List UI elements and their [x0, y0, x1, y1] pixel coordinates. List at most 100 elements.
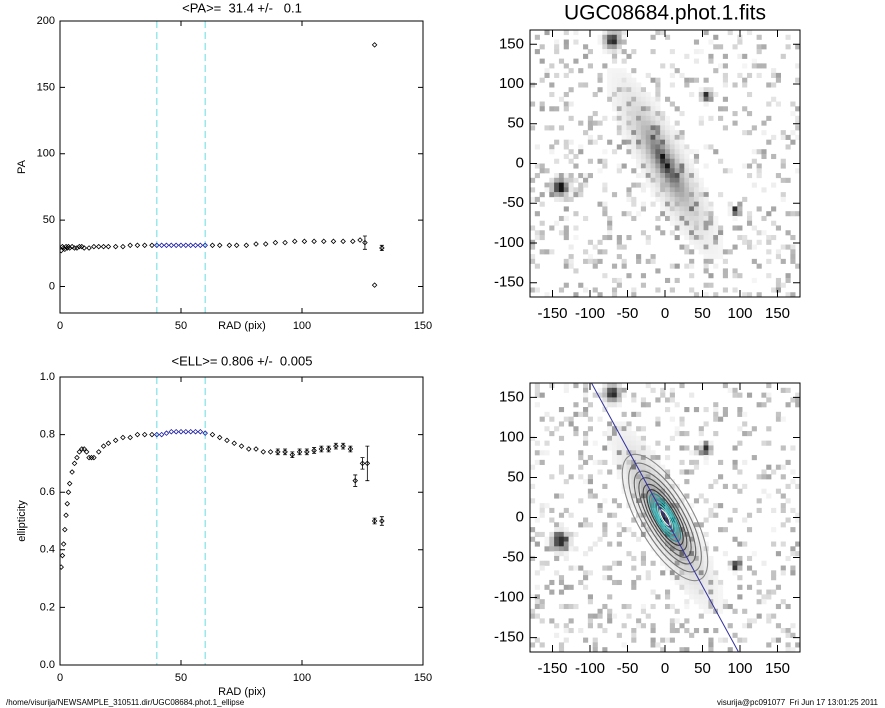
pixel: [544, 503, 550, 509]
pixel: [611, 30, 618, 36]
pixel: [698, 120, 704, 126]
pixel: [679, 469, 685, 475]
pixel: [669, 144, 675, 150]
pixel: [645, 239, 651, 245]
pixel: [684, 235, 690, 241]
pixel: [645, 134, 651, 140]
pixel: [636, 435, 642, 441]
pixel: [549, 546, 555, 552]
pixel: [771, 570, 777, 576]
pixel: [602, 211, 608, 217]
pixel: [775, 603, 782, 610]
pixel: [713, 44, 719, 50]
pixel: [790, 570, 796, 576]
pixel: [549, 474, 555, 480]
pixel: [746, 565, 753, 571]
pixel: [631, 503, 637, 509]
pixel: [708, 642, 714, 648]
pixel: [558, 531, 565, 538]
pixel: [602, 483, 608, 489]
y-tick-label: -150: [494, 274, 524, 291]
pixel: [674, 570, 680, 576]
pixel: [751, 244, 757, 250]
pixel: [558, 58, 565, 64]
pixel: [558, 421, 565, 427]
pixel: [689, 287, 695, 293]
pixel: [544, 546, 550, 552]
pixel: [689, 168, 695, 174]
pixel: [689, 570, 695, 576]
pixel: [597, 469, 603, 475]
y-tick-label: -100: [494, 589, 524, 606]
pixel: [684, 503, 690, 509]
pixel: [636, 474, 642, 480]
pixel: [795, 63, 800, 69]
pixel: [674, 225, 680, 231]
pixel: [563, 584, 569, 590]
pixel: [665, 546, 671, 552]
pixel: [703, 407, 709, 413]
pixel: [549, 149, 555, 155]
pixel: [655, 416, 661, 422]
pixel: [732, 565, 738, 571]
pixel: [713, 215, 719, 222]
pixel: [722, 527, 728, 533]
pixel: [771, 134, 777, 140]
pixel: [554, 106, 560, 112]
pixel: [693, 589, 700, 595]
pixel: [713, 249, 719, 255]
pixel: [539, 392, 545, 398]
pixel: [679, 575, 685, 581]
pixel: [554, 192, 560, 198]
pixel: [785, 44, 791, 50]
pixel: [742, 459, 748, 465]
pixel: [597, 608, 603, 614]
y-tick-label: 0: [516, 508, 524, 525]
pixel: [689, 182, 695, 188]
pixel: [665, 182, 671, 188]
pixel: [737, 560, 743, 566]
pixel: [645, 455, 651, 461]
pixel: [737, 469, 743, 475]
footer-stamp: visurija@pc091077 Fri Jun 17 13:01:25 20…: [717, 698, 879, 707]
pixel: [708, 91, 714, 98]
pixel: [698, 239, 704, 245]
data-point: [60, 541, 67, 547]
pixel: [645, 144, 651, 150]
pixel: [689, 149, 695, 155]
pixel: [563, 30, 569, 36]
pixel: [645, 479, 651, 485]
pixel: [587, 426, 593, 432]
pixel: [607, 77, 613, 83]
pixel: [650, 153, 656, 160]
pixel: [693, 235, 700, 241]
pixel: [665, 153, 671, 160]
pixel: [558, 407, 565, 413]
pixel: [607, 39, 613, 45]
pixel: [549, 383, 555, 389]
pixel: [669, 187, 675, 193]
pixel: [766, 426, 772, 432]
pixel: [587, 134, 593, 140]
pixel: [640, 560, 647, 566]
pixel: [790, 249, 796, 255]
pixel: [785, 632, 791, 638]
pixel: [665, 211, 671, 217]
pixel: [722, 249, 728, 255]
pixel: [626, 125, 632, 131]
pixel: [631, 292, 637, 297]
pixel: [737, 426, 743, 432]
y-tick-label: 0.0: [40, 659, 55, 671]
pixel: [645, 120, 651, 126]
pixel: [665, 187, 671, 193]
pixel: [597, 292, 603, 297]
pixel: [611, 445, 618, 451]
pixel: [645, 493, 651, 499]
data-point: [379, 518, 385, 524]
pixel: [631, 565, 637, 571]
pixel: [785, 642, 791, 648]
pixel: [756, 149, 762, 155]
pixel: [621, 464, 627, 470]
pixel: [607, 575, 613, 581]
pixel: [689, 239, 695, 245]
